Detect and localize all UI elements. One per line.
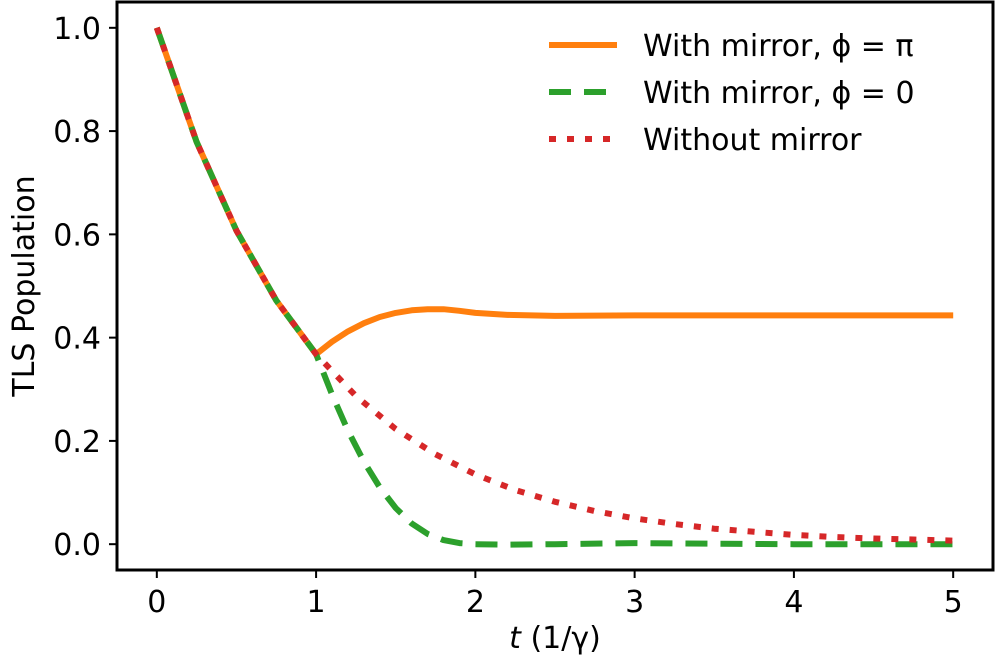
x-tick-label: 5: [944, 585, 963, 620]
x-tick-label: 2: [466, 585, 485, 620]
legend-label-1: With mirror, ϕ = 0: [643, 76, 915, 111]
x-axis-unit: (1/γ): [521, 621, 601, 656]
x-tick-label: 4: [784, 585, 803, 620]
x-axis-label: t (1/γ): [509, 621, 601, 656]
series-line-2: [153, 26, 954, 544]
legend-label-0: With mirror, ϕ = π: [643, 29, 914, 64]
y-tick-label: 0.2: [53, 425, 101, 460]
x-tick-label: 0: [147, 585, 166, 620]
y-axis-label: TLS Population: [7, 175, 42, 397]
y-tick-label: 1.0: [53, 12, 101, 47]
ticks-layer: 0 1 2 3 4 5 0.0 0.2 0.4 0.6 0.8 1.0: [53, 12, 962, 620]
y-tick-label: 0.8: [53, 115, 101, 150]
legend-label-2: Without mirror: [643, 123, 862, 158]
y-tick-label: 0.0: [53, 528, 101, 563]
series-line-1: [153, 26, 954, 548]
plot-frame: [115, 0, 995, 572]
x-axis-variable: t: [509, 621, 522, 656]
series-layer: [153, 26, 954, 548]
x-tick-label: 1: [307, 585, 326, 620]
legend: With mirror, ϕ = π With mirror, ϕ = 0 With…: [549, 29, 915, 158]
y-tick-label: 0.4: [53, 322, 101, 357]
y-tick-label: 0.6: [53, 218, 101, 253]
x-tick-label: 3: [625, 585, 644, 620]
